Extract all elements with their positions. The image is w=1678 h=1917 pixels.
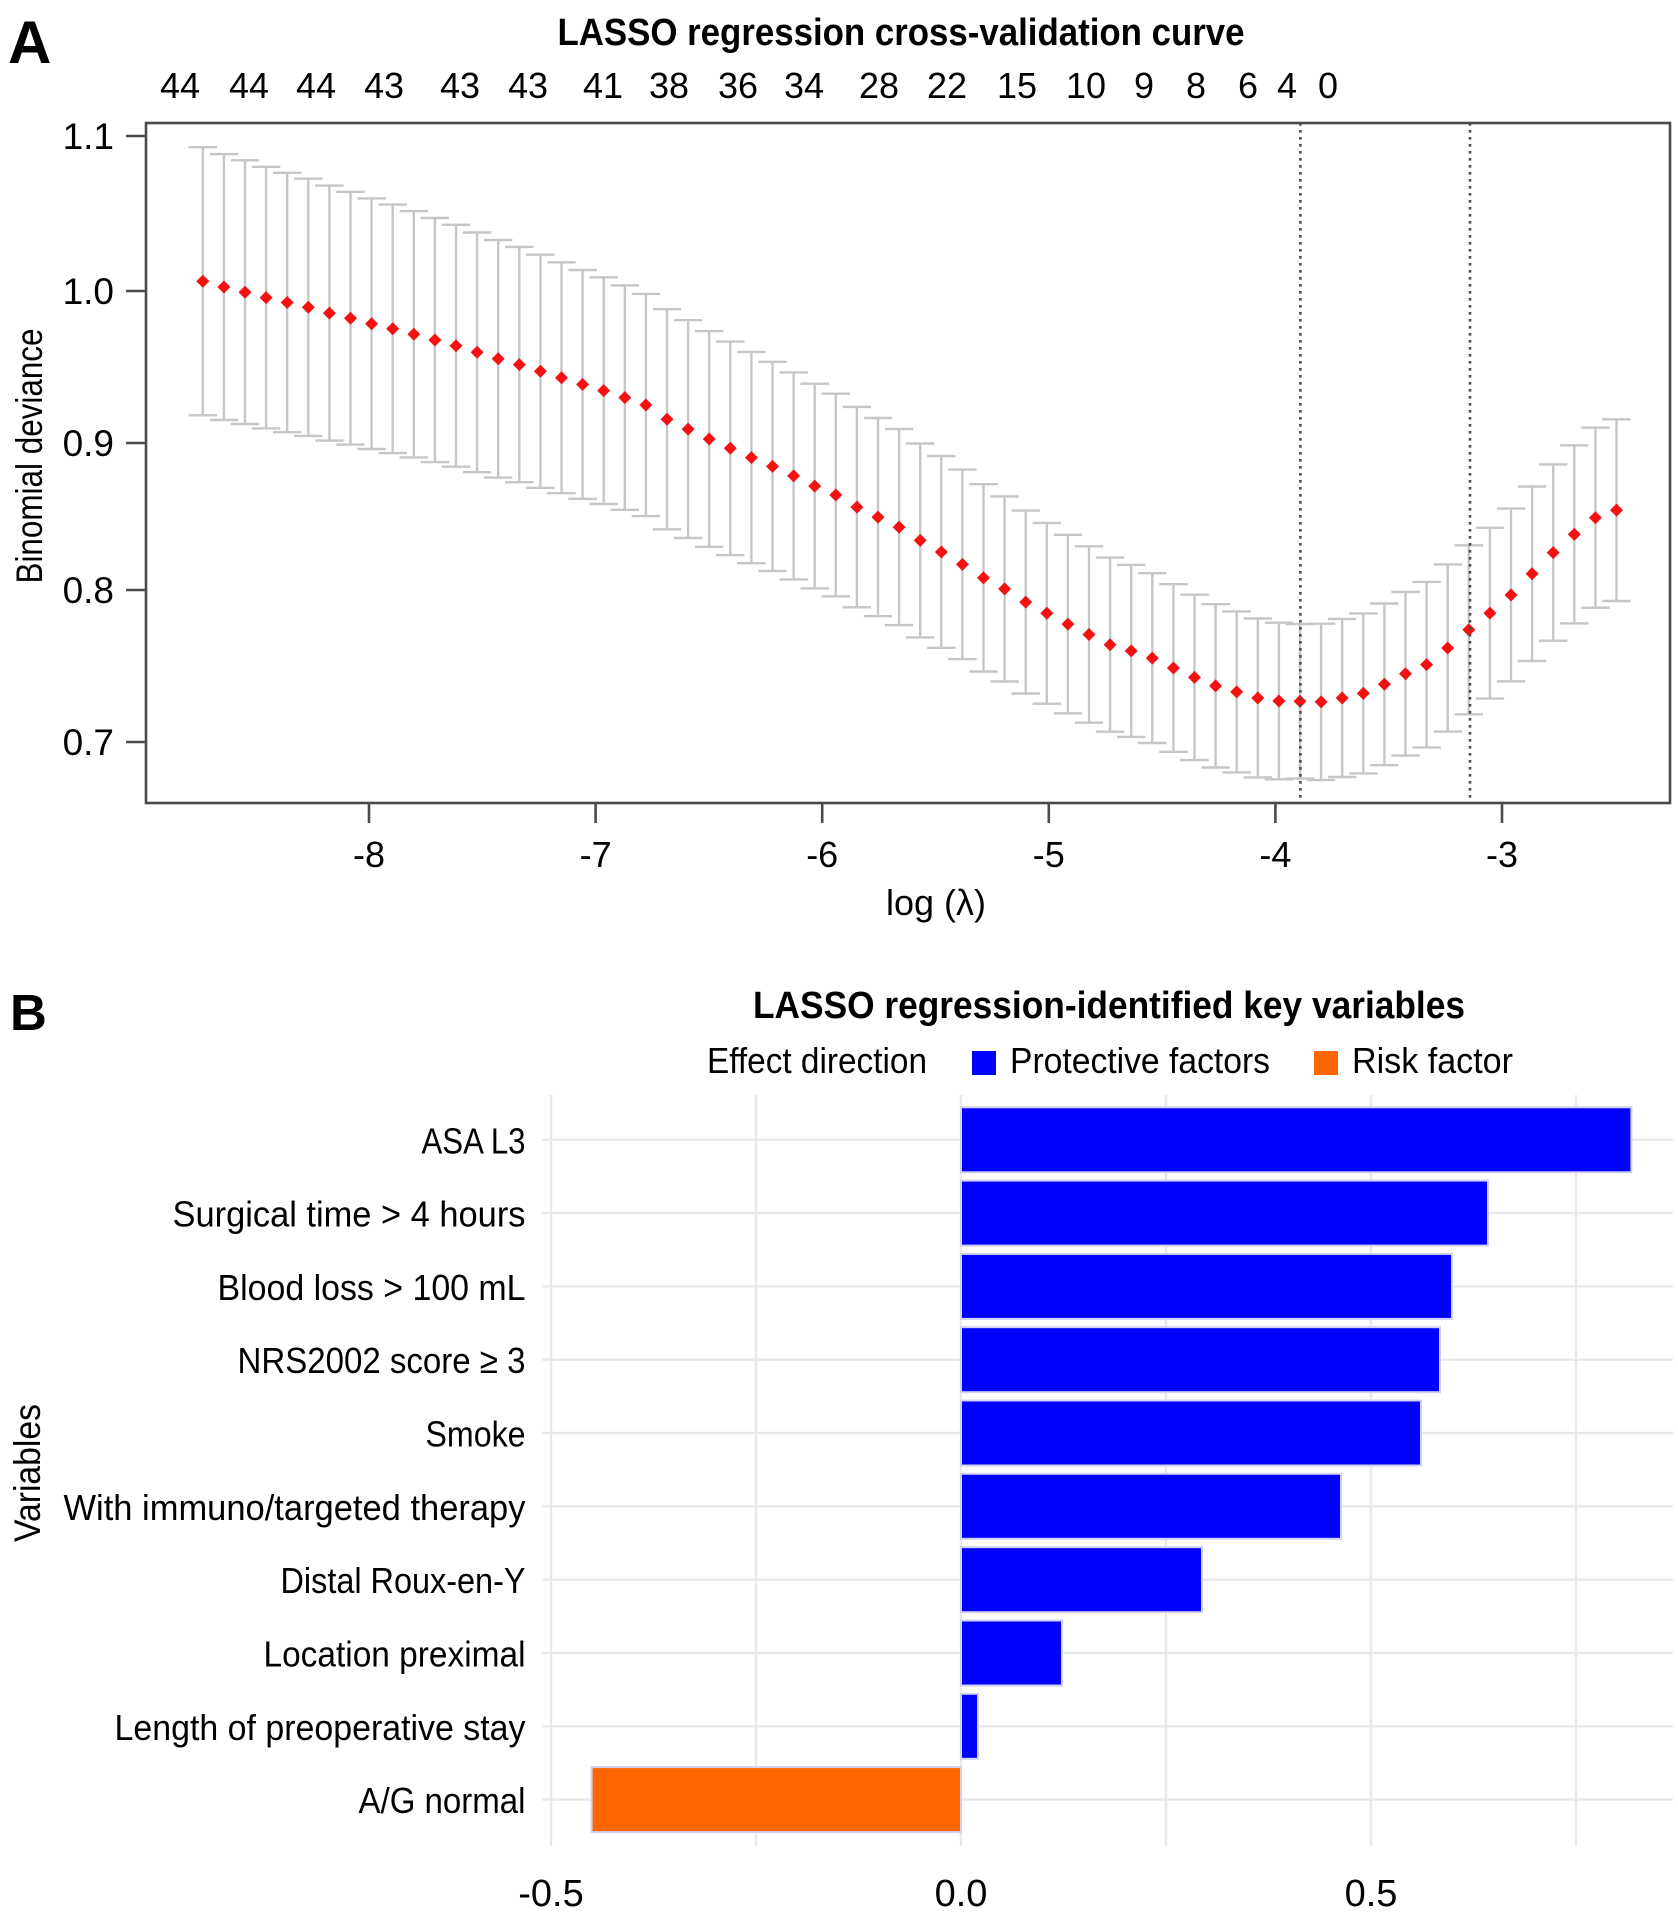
svg-text:-6: -6 — [806, 834, 838, 875]
svg-text:0.5: 0.5 — [1345, 1873, 1398, 1912]
svg-text:Risk factor: Risk factor — [1352, 1040, 1513, 1081]
svg-text:Blood loss > 100 mL: Blood loss > 100 mL — [218, 1267, 526, 1308]
svg-text:With immuno/targeted therapy: With immuno/targeted therapy — [64, 1487, 526, 1528]
svg-text:43: 43 — [364, 65, 404, 106]
svg-text:-7: -7 — [580, 834, 612, 875]
svg-text:Variables: Variables — [7, 1404, 48, 1542]
svg-text:log (λ): log (λ) — [886, 882, 986, 923]
svg-text:-8: -8 — [353, 834, 385, 875]
svg-text:0.7: 0.7 — [63, 722, 114, 763]
svg-text:44: 44 — [229, 65, 269, 106]
svg-text:Effect direction: Effect direction — [707, 1040, 927, 1081]
svg-text:-5: -5 — [1033, 834, 1065, 875]
svg-text:LASSO regression cross-validat: LASSO regression cross-validation curve — [558, 12, 1245, 54]
svg-text:34: 34 — [784, 65, 824, 106]
svg-text:Protective factors: Protective factors — [1010, 1040, 1270, 1081]
svg-text:38: 38 — [649, 65, 689, 106]
svg-text:1.1: 1.1 — [63, 116, 114, 157]
svg-text:A/G normal: A/G normal — [359, 1780, 526, 1821]
svg-text:15: 15 — [997, 65, 1037, 106]
svg-text:44: 44 — [160, 65, 200, 106]
svg-text:0.8: 0.8 — [63, 570, 114, 611]
svg-text:44: 44 — [296, 65, 336, 106]
svg-text:6: 6 — [1238, 65, 1258, 106]
svg-text:9: 9 — [1134, 65, 1154, 106]
svg-text:0.9: 0.9 — [63, 423, 114, 464]
svg-text:4: 4 — [1277, 65, 1297, 106]
svg-text:43: 43 — [508, 65, 548, 106]
svg-text:0: 0 — [1318, 65, 1338, 106]
svg-text:22: 22 — [927, 65, 967, 106]
svg-text:LASSO regression-identified ke: LASSO regression-identified key variable… — [753, 985, 1465, 1027]
svg-text:A: A — [8, 9, 51, 76]
svg-text:-3: -3 — [1486, 834, 1518, 875]
svg-text:36: 36 — [718, 65, 758, 106]
svg-text:NRS2002 score ≥ 3: NRS2002 score ≥ 3 — [238, 1340, 526, 1381]
svg-text:0.0: 0.0 — [935, 1873, 988, 1912]
svg-text:Location preximal: Location preximal — [264, 1634, 526, 1675]
svg-text:-4: -4 — [1259, 834, 1291, 875]
svg-text:Distal Roux-en-Y: Distal Roux-en-Y — [281, 1560, 526, 1601]
svg-text:-0.5: -0.5 — [518, 1873, 583, 1912]
svg-text:8: 8 — [1186, 65, 1206, 106]
svg-text:Binomial deviance: Binomial deviance — [9, 329, 50, 584]
svg-text:Surgical time > 4 hours: Surgical time > 4 hours — [173, 1194, 526, 1235]
svg-text:41: 41 — [583, 65, 623, 106]
svg-text:Length of preoperative stay: Length of preoperative stay — [115, 1707, 526, 1748]
svg-text:43: 43 — [440, 65, 480, 106]
svg-text:1.0: 1.0 — [63, 271, 114, 312]
svg-text:10: 10 — [1066, 65, 1106, 106]
svg-text:28: 28 — [859, 65, 899, 106]
svg-text:ASA L3: ASA L3 — [422, 1120, 526, 1161]
svg-text:B: B — [10, 984, 47, 1041]
svg-text:Smoke: Smoke — [426, 1414, 526, 1455]
